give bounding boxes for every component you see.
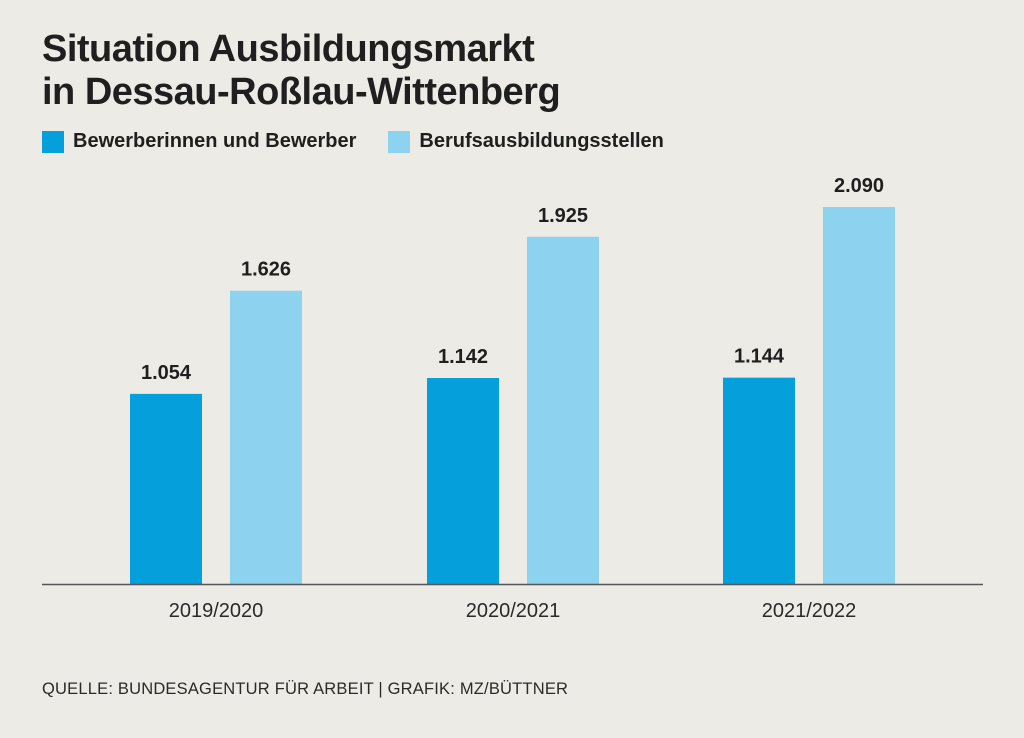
chart-title-line-2: in Dessau-Roßlau-Wittenberg (42, 71, 561, 113)
chart-legend: Bewerberinnen und Bewerber Berufsausbild… (42, 130, 696, 153)
bar-bewerber-1 (427, 378, 499, 584)
bar-ausbildungsstellen-0 (230, 290, 302, 584)
x-tick-label-0: 2019/2020 (169, 600, 264, 622)
data-label-bewerber-0: 1.054 (141, 362, 192, 384)
legend-item-ausbildungsstellen: Berufsausbildungsstellen (388, 130, 664, 153)
source-note: QUELLE: BUNDESAGENTUR FÜR ARBEIT | GRAFI… (42, 680, 569, 698)
bar-ausbildungsstellen-2 (823, 207, 895, 584)
bar-ausbildungsstellen-1 (527, 236, 599, 584)
bar-bewerber-0 (130, 393, 202, 584)
bar-bewerber-2 (723, 377, 795, 584)
x-tick-label-2: 2021/2022 (762, 600, 857, 622)
data-label-bewerber-1: 1.142 (438, 346, 488, 368)
chart-title-line-1: Situation Ausbildungsmarkt (42, 28, 535, 70)
legend-item-bewerber: Bewerberinnen und Bewerber (42, 130, 356, 153)
legend-label-ausbildungsstellen: Berufsausbildungsstellen (419, 130, 664, 152)
data-label-ausbildungsstellen-1: 1.925 (538, 205, 588, 227)
chart-title: Situation Ausbildungsmarkt in Dessau-Roß… (42, 28, 561, 114)
legend-label-bewerber: Bewerberinnen und Bewerber (73, 130, 357, 152)
data-label-ausbildungsstellen-0: 1.626 (241, 259, 291, 281)
legend-swatch-ausbildungsstellen (388, 130, 411, 153)
data-label-ausbildungsstellen-2: 2.090 (834, 175, 884, 197)
legend-swatch-bewerber (42, 130, 64, 153)
data-label-bewerber-2: 1.144 (734, 346, 785, 368)
x-tick-label-1: 2020/2021 (466, 600, 561, 622)
